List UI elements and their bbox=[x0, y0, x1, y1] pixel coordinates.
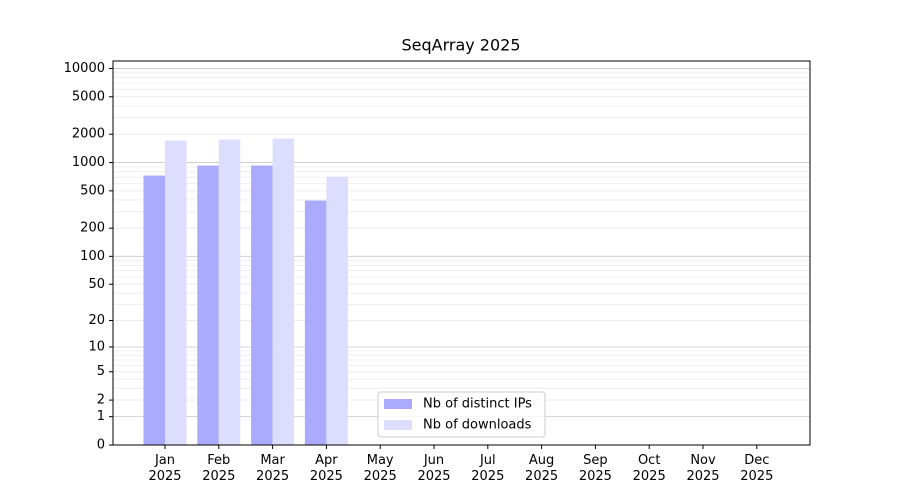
x-tick-label: Feb 2025 bbox=[202, 453, 236, 484]
plot-frame bbox=[112, 60, 811, 446]
bar bbox=[165, 140, 187, 445]
y-tick-label: 20 bbox=[88, 313, 105, 328]
y-tick-label: 50 bbox=[88, 277, 105, 292]
y-tick-label: 100 bbox=[80, 249, 105, 264]
x-tick-label: Jul 2025 bbox=[471, 453, 505, 484]
x-tick-label: Aug 2025 bbox=[525, 453, 559, 484]
legend: Nb of distinct IPs Nb of downloads bbox=[377, 391, 546, 438]
legend-frame bbox=[377, 391, 546, 438]
chart-title: SeqArray 2025 bbox=[401, 36, 520, 55]
x-tick-label: Jan 2025 bbox=[148, 453, 182, 484]
legend-swatch bbox=[384, 399, 412, 409]
y-tick-label: 10 bbox=[88, 339, 105, 354]
y-tick-label: 200 bbox=[80, 221, 105, 236]
y-tick-label: 5000 bbox=[72, 89, 105, 104]
bar bbox=[272, 138, 295, 446]
y-tick-label: 500 bbox=[80, 183, 105, 198]
bar bbox=[197, 165, 219, 446]
y-tick-label: 10000 bbox=[64, 61, 105, 76]
legend-swatch bbox=[384, 420, 412, 430]
y-tick-label: 0 bbox=[97, 438, 105, 453]
y-tick-label: 1000 bbox=[72, 155, 105, 170]
legend-label: Nb of downloads bbox=[423, 418, 532, 433]
x-tick-label: Oct 2025 bbox=[632, 453, 666, 484]
bar bbox=[251, 165, 273, 445]
y-tick-label: 2000 bbox=[72, 127, 105, 142]
bar bbox=[326, 176, 348, 445]
x-tick-label: Sep 2025 bbox=[578, 453, 612, 484]
x-tick-label: Apr 2025 bbox=[309, 453, 343, 484]
y-tick-label: 5 bbox=[97, 364, 105, 379]
x-tick-label: Dec 2025 bbox=[740, 453, 774, 484]
bar bbox=[143, 175, 165, 445]
x-tick-label: Mar 2025 bbox=[256, 453, 290, 484]
y-tick-label: 1 bbox=[97, 409, 105, 424]
x-tick-label: Nov 2025 bbox=[686, 453, 720, 484]
y-tick-label: 2 bbox=[97, 393, 105, 408]
bar bbox=[304, 200, 327, 445]
bar bbox=[218, 139, 241, 445]
x-tick-label: Jun 2025 bbox=[417, 453, 451, 484]
legend-label: Nb of distinct IPs bbox=[423, 397, 532, 412]
x-tick-label: May 2025 bbox=[363, 453, 397, 484]
